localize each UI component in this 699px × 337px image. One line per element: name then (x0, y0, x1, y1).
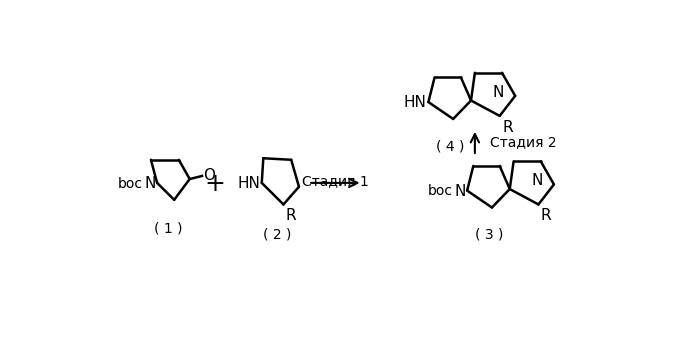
Text: ( 3 ): ( 3 ) (475, 227, 503, 242)
Text: boc: boc (118, 177, 143, 191)
Text: Стадия 2: Стадия 2 (491, 135, 557, 149)
Text: ( 2 ): ( 2 ) (263, 227, 291, 242)
Text: R: R (541, 208, 552, 223)
Text: N: N (454, 184, 466, 199)
Text: ( 4 ): ( 4 ) (436, 139, 464, 153)
Text: R: R (502, 120, 512, 135)
Text: N: N (144, 176, 156, 191)
Text: N: N (493, 85, 504, 99)
Text: N: N (531, 173, 543, 188)
Text: Стадия 1: Стадия 1 (302, 174, 369, 188)
Text: +: + (205, 173, 226, 196)
Text: HN: HN (404, 95, 427, 110)
Text: boc: boc (428, 184, 453, 198)
Text: HN: HN (238, 176, 260, 191)
Text: ( 1 ): ( 1 ) (154, 221, 183, 235)
Text: O: O (203, 168, 215, 183)
Text: R: R (286, 208, 296, 223)
